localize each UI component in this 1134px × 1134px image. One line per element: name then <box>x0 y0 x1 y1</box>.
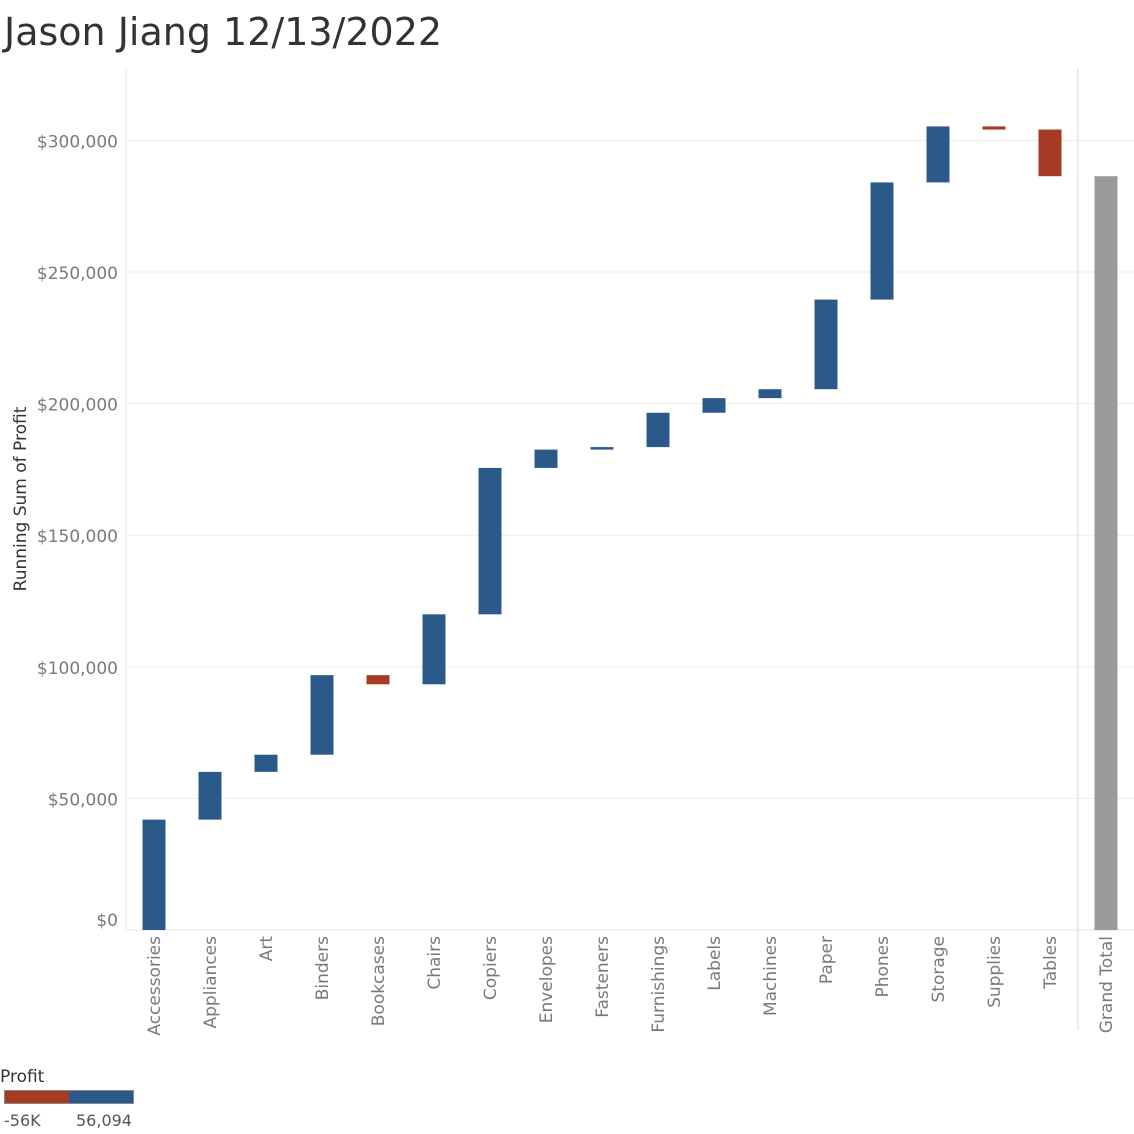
bar-paper <box>814 299 838 390</box>
x-tick-label: Storage <box>929 936 949 1003</box>
x-tick-label: Grand Total <box>1097 936 1117 1033</box>
bar-fasteners <box>590 447 614 450</box>
x-tick-label: Appliances <box>201 936 221 1029</box>
bar-bookcases <box>366 675 390 685</box>
y-tick-label: $50,000 <box>48 790 118 810</box>
y-tick-label: $0 <box>96 911 118 931</box>
legend-max-label: 56,094 <box>76 1111 132 1130</box>
bar-envelopes <box>534 449 558 468</box>
x-tick-label: Labels <box>705 936 725 991</box>
legend-title: Profit <box>0 1067 45 1087</box>
bar-machines <box>758 389 782 399</box>
bar-copiers <box>478 467 502 615</box>
x-tick-label: Bookcases <box>369 936 389 1026</box>
x-tick-label: Tables <box>1041 936 1061 990</box>
bar-accessories <box>142 819 166 930</box>
bar-appliances <box>198 771 222 820</box>
x-tick-label: Copiers <box>481 936 501 1000</box>
bar-storage <box>926 126 950 183</box>
x-tick-label: Chairs <box>425 936 445 990</box>
x-tick-label: Phones <box>873 936 893 998</box>
x-tick-label: Envelopes <box>537 936 557 1023</box>
y-tick-label: $250,000 <box>37 264 118 284</box>
bar-phones <box>870 182 894 300</box>
y-tick-label: $150,000 <box>37 527 118 547</box>
chart-title: Jason Jiang 12/13/2022 <box>4 10 443 54</box>
bar-grand-total <box>1094 176 1118 930</box>
y-tick-label: $300,000 <box>37 132 118 152</box>
x-tick-label: Paper <box>817 936 837 984</box>
x-tick-label: Supplies <box>985 936 1005 1008</box>
bar-art <box>254 754 278 772</box>
bar-tables <box>1038 129 1062 177</box>
bar-labels <box>702 398 726 413</box>
x-tick-label: Fasteners <box>593 936 613 1018</box>
bar-binders <box>310 675 334 755</box>
x-tick-label: Binders <box>313 936 333 1000</box>
legend-min-label: -56K <box>4 1111 41 1130</box>
x-tick-label: Furnishings <box>649 936 669 1033</box>
bar-furnishings <box>646 412 670 448</box>
bar-chairs <box>422 614 446 685</box>
y-tick-label: $100,000 <box>37 659 118 679</box>
x-tick-label: Accessories <box>145 936 165 1036</box>
legend-color-ramp <box>4 1090 134 1104</box>
x-tick-label: Art <box>257 936 277 962</box>
x-tick-label: Machines <box>761 936 781 1016</box>
bar-supplies <box>982 126 1006 130</box>
y-axis-title: Running Sum of Profit <box>11 406 31 591</box>
y-tick-label: $200,000 <box>37 396 118 416</box>
